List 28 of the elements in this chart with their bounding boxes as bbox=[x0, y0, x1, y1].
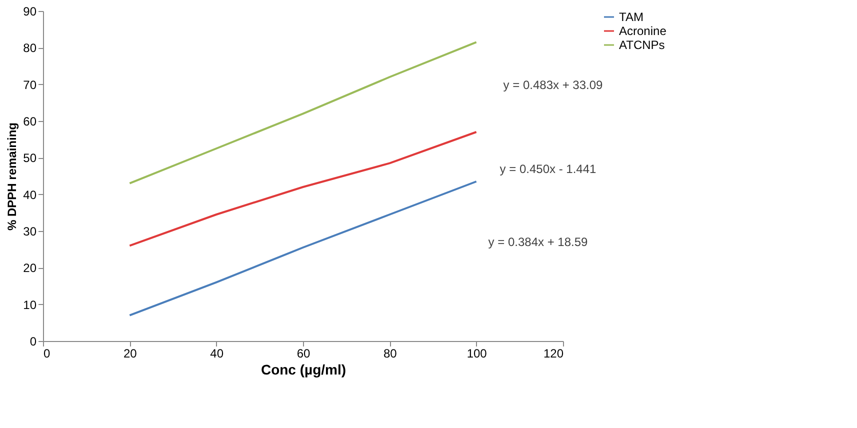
y-tick-label: 0 bbox=[30, 334, 37, 348]
line-series bbox=[128, 41, 478, 184]
y-tick-label: 10 bbox=[23, 298, 37, 312]
y-axis-title: % DPPH remaining bbox=[5, 122, 20, 231]
line-series bbox=[128, 180, 478, 316]
y-tick-label: 70 bbox=[23, 78, 37, 92]
x-tick-label: 0 bbox=[44, 346, 50, 360]
x-tick-label: 100 bbox=[466, 346, 488, 360]
y-tick-label: 80 bbox=[23, 41, 37, 56]
x-tick-label: 80 bbox=[383, 346, 398, 360]
y-tick-label: 30 bbox=[23, 224, 37, 238]
annotation: y = 0.450x - 1.441 bbox=[500, 162, 597, 176]
x-tick-label: 120 bbox=[543, 346, 564, 360]
y-tick-label: 50 bbox=[23, 151, 37, 166]
legend-label: ATCNPs bbox=[619, 38, 665, 52]
line-series bbox=[128, 131, 478, 247]
legend-label: TAM bbox=[619, 10, 644, 24]
x-tick-label: 60 bbox=[296, 346, 310, 360]
legend-label: Acronine bbox=[619, 24, 667, 38]
x-axis-title: Conc (µg/ml) bbox=[260, 362, 346, 378]
y-tick-label: 60 bbox=[23, 114, 37, 128]
annotation: y = 0.483x + 33.09 bbox=[503, 78, 604, 92]
y-tick-label: 90 bbox=[23, 4, 37, 18]
y-tick-label: 40 bbox=[23, 188, 37, 202]
x-tick-label: 20 bbox=[123, 346, 138, 360]
annotation: y = 0.384x + 18.59 bbox=[488, 235, 588, 249]
y-tick-label: 20 bbox=[23, 261, 37, 276]
x-tick-label: 40 bbox=[210, 346, 224, 360]
